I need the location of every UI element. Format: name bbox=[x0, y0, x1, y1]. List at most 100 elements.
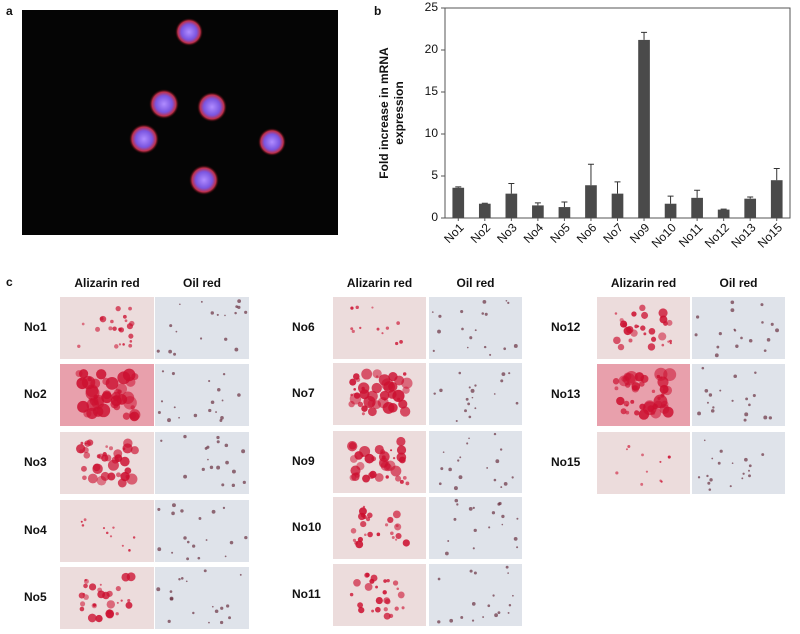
stain bbox=[384, 598, 391, 605]
stain bbox=[438, 482, 442, 486]
stain bbox=[113, 449, 123, 459]
stain bbox=[355, 540, 364, 549]
stain bbox=[81, 524, 85, 527]
stain bbox=[394, 606, 399, 611]
stain bbox=[489, 353, 492, 356]
stain bbox=[244, 310, 248, 314]
cells bbox=[129, 18, 286, 195]
stain bbox=[80, 601, 86, 607]
stain bbox=[516, 546, 519, 549]
row-label: No12 bbox=[551, 320, 581, 334]
stain bbox=[96, 369, 107, 380]
stain bbox=[669, 342, 672, 345]
stain bbox=[731, 462, 734, 465]
stain bbox=[371, 456, 377, 462]
stain bbox=[471, 602, 476, 606]
stain bbox=[104, 454, 112, 462]
column-header: Oil red bbox=[183, 276, 221, 290]
x-tick-label: No5 bbox=[547, 220, 573, 246]
stain bbox=[75, 370, 83, 378]
stain bbox=[180, 577, 184, 580]
stain bbox=[494, 613, 498, 618]
stain bbox=[132, 536, 136, 539]
stain bbox=[667, 340, 670, 343]
stain bbox=[102, 390, 112, 400]
stain bbox=[160, 439, 163, 442]
stain bbox=[112, 526, 115, 529]
stain bbox=[183, 434, 187, 439]
stain bbox=[454, 498, 459, 503]
stain bbox=[239, 573, 242, 576]
stain bbox=[486, 467, 489, 469]
stain bbox=[350, 393, 353, 397]
stain bbox=[351, 329, 355, 333]
stain bbox=[171, 551, 174, 554]
bar bbox=[585, 185, 597, 218]
stain bbox=[203, 569, 207, 573]
stain bbox=[120, 471, 130, 482]
stain bbox=[513, 344, 518, 348]
stain bbox=[493, 478, 497, 482]
stain bbox=[468, 386, 471, 389]
stain bbox=[367, 390, 378, 402]
stain bbox=[206, 445, 210, 449]
stain bbox=[108, 326, 113, 331]
stain bbox=[622, 322, 628, 328]
stain bbox=[745, 397, 749, 401]
stain bbox=[171, 503, 176, 508]
stain bbox=[483, 345, 487, 349]
stain bbox=[95, 326, 101, 332]
stain bbox=[80, 441, 84, 445]
stain bbox=[614, 312, 618, 315]
error-bar bbox=[694, 189, 701, 198]
stain bbox=[401, 377, 413, 389]
stain bbox=[80, 520, 83, 523]
stain bbox=[613, 336, 621, 345]
stain bbox=[473, 528, 477, 533]
stain bbox=[650, 336, 657, 342]
stain bbox=[697, 411, 701, 416]
stain bbox=[465, 397, 469, 401]
stain bbox=[647, 343, 656, 351]
stain bbox=[383, 612, 391, 620]
stain bbox=[169, 597, 174, 601]
stain bbox=[461, 327, 464, 331]
oil-red-image bbox=[155, 500, 249, 562]
stain bbox=[695, 315, 700, 319]
stain bbox=[648, 327, 656, 335]
stain bbox=[366, 517, 371, 522]
stain bbox=[362, 505, 366, 509]
stain bbox=[105, 376, 119, 390]
stain bbox=[197, 556, 201, 560]
stain bbox=[349, 378, 357, 386]
stain bbox=[358, 606, 365, 614]
row-label: No4 bbox=[24, 523, 47, 537]
bar bbox=[532, 205, 544, 218]
stain bbox=[79, 606, 85, 612]
bar bbox=[744, 198, 757, 218]
stain bbox=[392, 580, 399, 586]
stain bbox=[620, 408, 627, 415]
column-header: Alizarin red bbox=[611, 276, 676, 290]
column-header: Alizarin red bbox=[347, 276, 412, 290]
stain bbox=[222, 506, 226, 510]
bar bbox=[770, 180, 783, 218]
stain bbox=[735, 344, 739, 348]
stain bbox=[124, 319, 128, 323]
x-tick-label: No10 bbox=[649, 220, 679, 250]
stain bbox=[127, 598, 131, 603]
stain bbox=[129, 340, 133, 343]
x-tick-label: No12 bbox=[702, 220, 732, 250]
stain bbox=[666, 319, 673, 326]
stain bbox=[122, 412, 131, 420]
stain bbox=[396, 321, 400, 325]
stain bbox=[381, 455, 386, 460]
stain bbox=[656, 374, 661, 379]
stain bbox=[156, 349, 160, 353]
stain bbox=[179, 303, 181, 306]
stain bbox=[130, 405, 135, 410]
stain bbox=[645, 470, 649, 473]
stain bbox=[482, 616, 485, 618]
stain bbox=[357, 602, 364, 609]
stain bbox=[114, 344, 119, 349]
